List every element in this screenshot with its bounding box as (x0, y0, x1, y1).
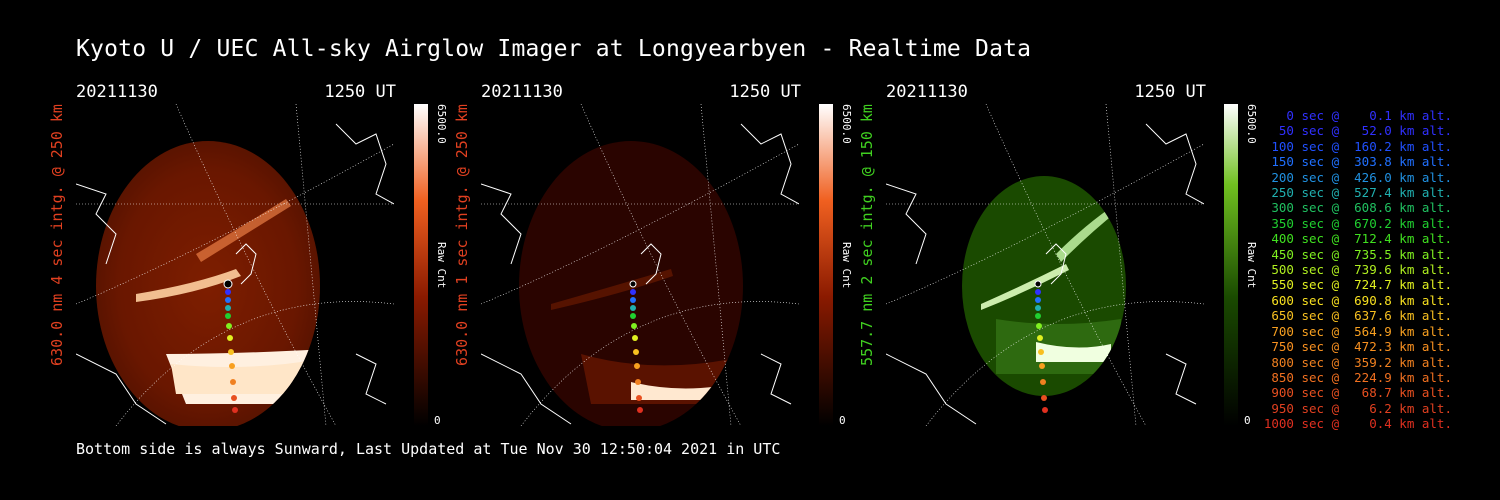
legend-entry: 500 sec @ 739.6 km alt. (1263, 262, 1452, 278)
imager-panel-3: 20211130 1250 UT 557.7 nm 2 sec intg. @ … (858, 82, 1306, 432)
panel-ylabel: 557.7 nm 2 sec intg. @ 150 km (858, 104, 876, 366)
panel-time: 1250 UT (1134, 82, 1206, 102)
legend-entry: 200 sec @ 426.0 km alt. (1263, 169, 1452, 185)
legend-entry: 300 sec @ 608.6 km alt. (1263, 200, 1452, 216)
legend-entry: 450 sec @ 735.5 km alt. (1263, 246, 1452, 262)
legend-entry: 100 sec @ 160.2 km alt. (1263, 138, 1452, 154)
colorbar-min: 0 (434, 414, 441, 427)
legend-entry: 950 sec @ 6.2 km alt. (1263, 400, 1452, 416)
trajectory-legend: 0 sec @ 0.1 km alt. 50 sec @ 52.0 km alt… (1262, 108, 1452, 432)
legend-entry: 1000 sec @ 0.4 km alt. (1263, 416, 1452, 432)
legend-entry: 600 sec @ 690.8 km alt. (1263, 292, 1452, 308)
imager-panel-2: 20211130 1250 UT 630.0 nm 1 sec intg. @ … (453, 82, 901, 432)
trajectory-dots (223, 279, 238, 413)
allsky-image (481, 104, 799, 426)
colorbar-min: 0 (839, 414, 846, 427)
legend-entry: 0 sec @ 0.1 km alt. (1263, 108, 1452, 123)
panel-time: 1250 UT (729, 82, 801, 102)
legend-entry: 400 sec @ 712.4 km alt. (1263, 231, 1452, 247)
panel-date: 20211130 (76, 82, 158, 102)
allsky-image (886, 104, 1204, 426)
colorbar-min: 0 (1244, 414, 1251, 427)
legend-entry: 250 sec @ 527.4 km alt. (1263, 185, 1452, 201)
colorbar (414, 104, 428, 426)
panel-date: 20211130 (481, 82, 563, 102)
trajectory-dots (1034, 280, 1048, 413)
legend-entry: 550 sec @ 724.7 km alt. (1263, 277, 1452, 293)
legend-entry: 650 sec @ 637.6 km alt. (1263, 308, 1452, 324)
allsky-image (76, 104, 394, 426)
footer-note: Bottom side is always Sunward, Last Upda… (76, 440, 781, 458)
legend-entry: 800 sec @ 359.2 km alt. (1263, 354, 1452, 370)
colorbar (819, 104, 833, 426)
legend-entry: 150 sec @ 303.8 km alt. (1263, 154, 1452, 170)
panel-date: 20211130 (886, 82, 968, 102)
legend-entry: 750 sec @ 472.3 km alt. (1263, 339, 1452, 355)
panel-time: 1250 UT (324, 82, 396, 102)
legend-entry: 50 sec @ 52.0 km alt. (1263, 123, 1452, 139)
panel-ylabel: 630.0 nm 1 sec intg. @ 250 km (453, 104, 471, 366)
page-title: Kyoto U / UEC All-sky Airglow Imager at … (76, 36, 1032, 62)
imager-panel-1: 20211130 1250 UT 630.0 nm 4 sec intg. @ … (48, 82, 496, 432)
legend-entry: 900 sec @ 68.7 km alt. (1263, 385, 1452, 401)
colorbar (1224, 104, 1238, 426)
legend-entry: 350 sec @ 670.2 km alt. (1263, 215, 1452, 231)
trajectory-dots (629, 280, 643, 413)
legend-entry: 700 sec @ 564.9 km alt. (1263, 323, 1452, 339)
panel-ylabel: 630.0 nm 4 sec intg. @ 250 km (48, 104, 66, 366)
legend-entry: 850 sec @ 224.9 km alt. (1263, 369, 1452, 385)
